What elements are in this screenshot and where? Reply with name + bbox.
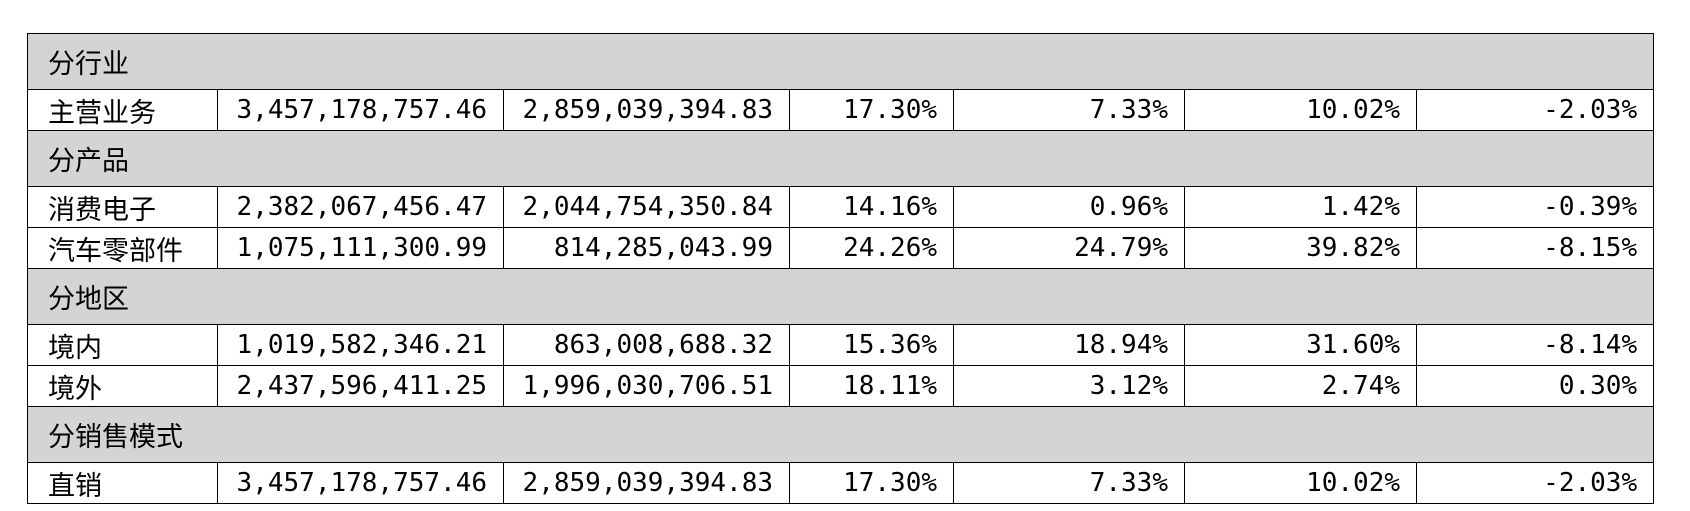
section-header-row: 分地区 (26, 268, 1655, 325)
table-cell: 18.94% (953, 324, 1185, 366)
table-cell: -2.03% (1415, 462, 1655, 504)
table-cell: 39.82% (1184, 227, 1417, 269)
financial-table-container: 分行业 主营业务 3,457,178,757.46 2,859,039,394.… (26, 33, 1655, 504)
table-cell: 10.02% (1184, 89, 1417, 131)
table-cell: -8.14% (1415, 324, 1655, 366)
row-label: 直销 (27, 462, 218, 504)
table-row: 境外 2,437,596,411.25 1,996,030,706.51 18.… (27, 365, 1655, 407)
table-cell: 1,075,111,300.99 (217, 227, 504, 269)
table-row: 主营业务 3,457,178,757.46 2,859,039,394.83 1… (27, 89, 1655, 131)
row-label: 主营业务 (27, 89, 218, 131)
section-header-row: 分产品 (26, 130, 1655, 187)
table-row: 直销 3,457,178,757.46 2,859,039,394.83 17.… (27, 462, 1655, 504)
table-cell: -2.03% (1415, 89, 1655, 131)
table-cell: 2,859,039,394.83 (503, 462, 790, 504)
table-cell: 7.33% (953, 462, 1185, 504)
table-cell: 814,285,043.99 (503, 227, 790, 269)
section-title: 分产品 (26, 130, 1655, 187)
row-label: 消费电子 (27, 186, 218, 228)
table-cell: 18.11% (789, 365, 954, 407)
table-cell: -8.15% (1415, 227, 1655, 269)
table-cell: 0.30% (1415, 365, 1655, 407)
section-header-row: 分销售模式 (26, 406, 1655, 463)
table-cell: 3,457,178,757.46 (217, 462, 504, 504)
table-cell: 10.02% (1184, 462, 1417, 504)
table-cell: 17.30% (789, 89, 954, 131)
table-cell: 2.74% (1184, 365, 1417, 407)
table-row: 境内 1,019,582,346.21 863,008,688.32 15.36… (27, 324, 1655, 366)
table-cell: 7.33% (953, 89, 1185, 131)
table-cell: 3.12% (953, 365, 1185, 407)
section-title: 分地区 (26, 268, 1655, 325)
section-title: 分销售模式 (26, 406, 1655, 463)
row-label: 汽车零部件 (27, 227, 218, 269)
table-cell: 1,019,582,346.21 (217, 324, 504, 366)
table-cell: 3,457,178,757.46 (217, 89, 504, 131)
table-cell: 863,008,688.32 (503, 324, 790, 366)
table-cell: 2,437,596,411.25 (217, 365, 504, 407)
table-cell: 17.30% (789, 462, 954, 504)
section-header-row: 分行业 (26, 33, 1655, 90)
table-cell: 24.79% (953, 227, 1185, 269)
table-cell: 2,382,067,456.47 (217, 186, 504, 228)
table-cell: 0.96% (953, 186, 1185, 228)
table-row: 消费电子 2,382,067,456.47 2,044,754,350.84 1… (27, 186, 1655, 228)
table-cell: 14.16% (789, 186, 954, 228)
revenue-breakdown-table: 分行业 主营业务 3,457,178,757.46 2,859,039,394.… (26, 33, 1655, 504)
table-cell: 24.26% (789, 227, 954, 269)
table-cell: 2,859,039,394.83 (503, 89, 790, 131)
row-label: 境外 (27, 365, 218, 407)
table-cell: 2,044,754,350.84 (503, 186, 790, 228)
table-cell: 1,996,030,706.51 (503, 365, 790, 407)
table-cell: -0.39% (1415, 186, 1655, 228)
table-cell: 31.60% (1184, 324, 1417, 366)
row-label: 境内 (27, 324, 218, 366)
table-row: 汽车零部件 1,075,111,300.99 814,285,043.99 24… (27, 227, 1655, 269)
section-title: 分行业 (26, 33, 1655, 90)
table-cell: 15.36% (789, 324, 954, 366)
table-cell: 1.42% (1184, 186, 1417, 228)
